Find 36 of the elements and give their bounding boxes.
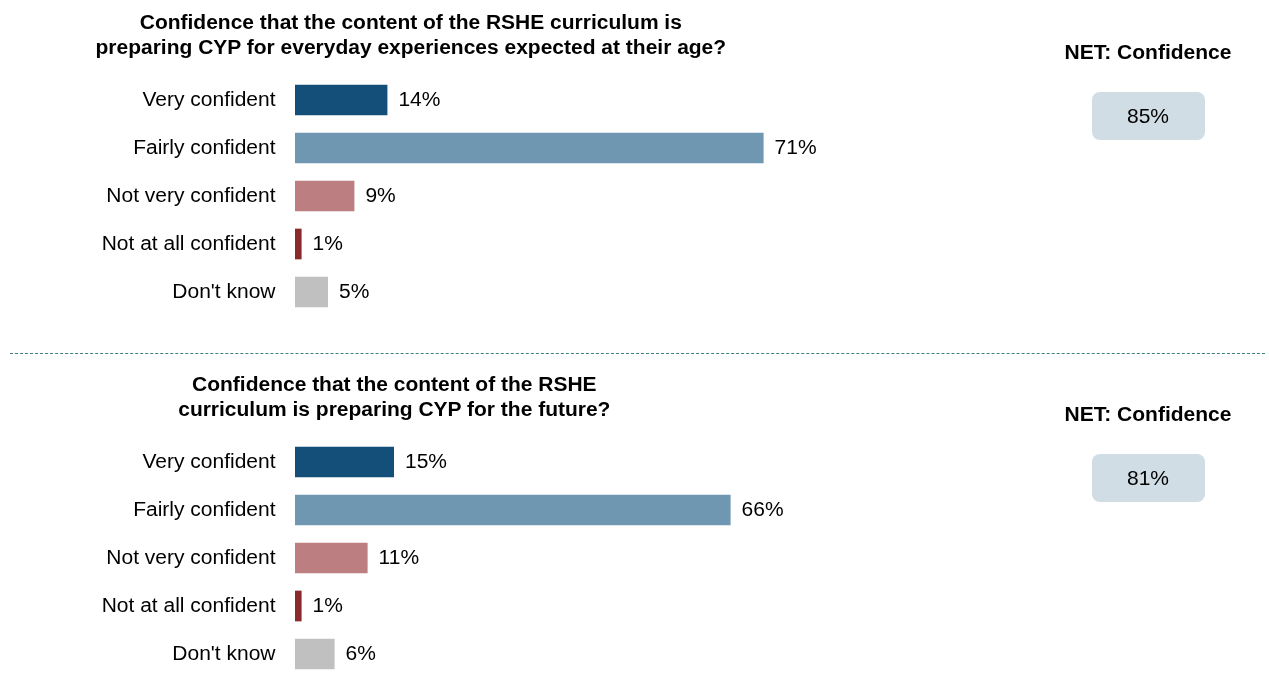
bar (295, 590, 302, 622)
y-tick-label: Very confident (142, 449, 276, 472)
data-label: 1% (312, 593, 343, 616)
y-tick-label: Not very confident (106, 545, 276, 568)
y-tick-label: Fairly confident (133, 497, 276, 520)
data-label: 11% (378, 545, 420, 568)
y-tick-label: Fairly confident (133, 135, 276, 158)
y-tick-label: Not at all confident (101, 593, 276, 616)
bar (295, 446, 394, 478)
data-label: 6% (345, 641, 376, 664)
text: NET: Confidence (1063, 40, 1233, 64)
data-label: 5% (339, 279, 370, 302)
y-tick-label: Not very confident (106, 183, 276, 206)
bar (295, 180, 355, 212)
bar (295, 228, 302, 260)
bar (295, 132, 764, 164)
bar (295, 542, 368, 574)
data-label: 15% (405, 449, 447, 472)
bar (295, 638, 335, 670)
y-tick-label: Not at all confident (101, 231, 276, 254)
data-label: 14% (398, 87, 441, 110)
data-label: 1% (312, 231, 343, 254)
data-label: 66% (741, 497, 784, 520)
y-tick-label: Don't know (172, 279, 277, 302)
data-label: 9% (365, 183, 396, 206)
y-tick-label: Very confident (142, 87, 276, 110)
bar (295, 84, 388, 116)
data-label: 71% (774, 135, 817, 158)
text: 81% (1091, 454, 1205, 502)
bar (295, 494, 731, 526)
text: NET: Confidence (1063, 402, 1233, 426)
bar (295, 276, 328, 308)
chart-title: Confidence that the content of the RSHE curriculum is preparing CYP for everyday experiences expected at their age? (95, 10, 727, 58)
chart-title: Confidence that the content of the RSHE curriculum is preparing CYP for the future? (178, 372, 611, 420)
y-tick-label: Don't know (172, 641, 277, 664)
text: 85% (1091, 92, 1205, 140)
